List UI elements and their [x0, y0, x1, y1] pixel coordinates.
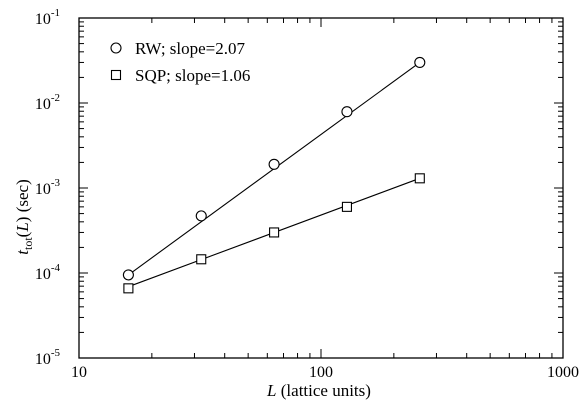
x-tick-label: 1000	[547, 364, 579, 381]
y-tick-label: 10-3	[35, 177, 61, 198]
square-marker	[414, 173, 425, 184]
y-axis-label: ttot(L) (sec)	[13, 179, 35, 255]
y-tick-exponent: -2	[51, 92, 60, 104]
y-tick-base: 10	[35, 96, 51, 113]
legend-label: SQP; slope=1.06	[135, 66, 250, 85]
y-axis-label-sub: tot	[21, 237, 35, 250]
y-tick-exponent: -1	[51, 7, 60, 19]
y-axis-label-open: (	[13, 231, 32, 237]
circle-marker	[195, 210, 207, 222]
y-tick-exponent: -4	[51, 262, 61, 274]
y-tick-base: 10	[35, 11, 51, 28]
x-axis-label-rest: (lattice units)	[277, 381, 371, 400]
circle-marker	[414, 56, 426, 68]
legend-label: RW; slope=2.07	[135, 39, 246, 58]
y-tick-base: 10	[35, 351, 51, 368]
square-marker	[341, 201, 352, 212]
x-axis-label: L (lattice units)	[266, 381, 371, 400]
data-markers	[122, 56, 426, 294]
legend-circle-marker	[110, 42, 122, 54]
y-tick-exponent: -3	[51, 177, 61, 189]
x-axis-label-var: L	[266, 381, 276, 400]
x-tick-label: 10	[71, 364, 87, 381]
y-tick-label: 10-4	[35, 262, 61, 283]
y-tick-base: 10	[35, 266, 51, 283]
y-tick-label: 10-2	[35, 92, 60, 113]
circle-marker	[268, 158, 280, 170]
fit-lines	[128, 62, 421, 288]
y-axis-label-L: L	[13, 222, 32, 232]
y-tick-exponent: -5	[51, 347, 61, 359]
y-axis-label-t: t	[13, 249, 32, 255]
y-tick-label: 10-5	[35, 347, 61, 368]
square-marker	[269, 227, 280, 238]
legend-square-marker	[110, 69, 122, 81]
circle-marker	[122, 269, 134, 281]
square-marker	[196, 254, 207, 265]
legend: RW; slope=2.07 SQP; slope=1.06	[110, 39, 250, 85]
y-axis-label-close: ) (sec)	[13, 179, 32, 222]
square-marker	[123, 283, 134, 294]
x-tick-label: 100	[309, 364, 333, 381]
y-tick-base: 10	[35, 181, 51, 198]
y-tick-label: 10-1	[35, 7, 60, 28]
circle-marker	[341, 106, 353, 118]
